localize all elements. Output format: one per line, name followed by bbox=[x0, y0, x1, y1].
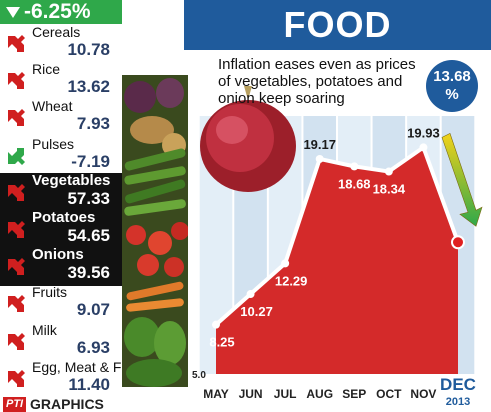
category-row: Milk 6.93 bbox=[0, 322, 122, 361]
data-point bbox=[451, 235, 465, 250]
x-tick-label: JUN bbox=[239, 387, 263, 401]
data-label: 19.93 bbox=[407, 125, 440, 140]
series-line bbox=[214, 145, 460, 327]
category-value: 6.93 bbox=[76, 337, 110, 357]
data-point bbox=[246, 290, 255, 299]
chart-title: FOOD INFLATION bbox=[238, 4, 437, 87]
y-tick-label: 5.0 bbox=[192, 370, 206, 381]
headline-change-badge: -6.25% bbox=[0, 0, 122, 24]
series-area bbox=[216, 147, 458, 374]
category-name: Egg, Meat & Fish bbox=[32, 358, 140, 375]
data-point bbox=[212, 320, 220, 329]
credit-label: GRAPHICS bbox=[30, 396, 104, 412]
category-name: Fruits bbox=[32, 284, 67, 301]
callout-unit: % bbox=[445, 86, 459, 103]
category-name: Cereals bbox=[32, 24, 81, 40]
category-row: Pulses -7.19 bbox=[0, 136, 122, 175]
data-label: 18.68 bbox=[338, 176, 371, 191]
category-row: Cereals 10.78 bbox=[0, 24, 122, 63]
data-point bbox=[315, 154, 324, 163]
category-value: 9.07 bbox=[76, 300, 110, 320]
category-row: Rice 13.62 bbox=[0, 61, 122, 100]
down-triangle-icon bbox=[6, 7, 20, 18]
category-value: 10.78 bbox=[67, 40, 110, 59]
data-label: 19.17 bbox=[303, 137, 336, 152]
trend-up-arrow-icon bbox=[8, 295, 25, 313]
category-row: Egg, Meat & Fish 11.40 bbox=[0, 359, 139, 398]
callout-value: 13.68 bbox=[433, 68, 471, 85]
data-label: 8.25 bbox=[209, 335, 234, 350]
data-label: 10.27 bbox=[240, 304, 273, 319]
category-name: Vegetables bbox=[32, 171, 111, 189]
data-point bbox=[419, 143, 428, 152]
agency-logo: PTI bbox=[3, 397, 27, 412]
x-tick-label: SEP bbox=[342, 387, 366, 401]
data-point bbox=[350, 162, 359, 171]
data-point bbox=[281, 259, 290, 268]
category-name: Pulses bbox=[32, 135, 75, 152]
category-panel: -6.25% Cereals 10.78 Rice 13.62 Wheat 7.93 Pul… bbox=[0, 0, 139, 412]
category-value: 7.93 bbox=[76, 114, 110, 134]
x-tick-label: NOV bbox=[410, 387, 436, 401]
category-value: 11.40 bbox=[68, 374, 110, 394]
category-name: Rice bbox=[32, 61, 61, 78]
trend-up-arrow-icon bbox=[8, 369, 25, 387]
category-row: Fruits 9.07 bbox=[0, 284, 122, 323]
trend-up-arrow-icon bbox=[8, 332, 25, 350]
trend-up-arrow-icon bbox=[8, 258, 25, 276]
trend-down-arrow-icon bbox=[8, 147, 25, 165]
trend-up-arrow-icon bbox=[8, 109, 25, 127]
x-tick-label: OCT bbox=[376, 387, 402, 401]
category-name: Onions bbox=[32, 246, 84, 264]
category-row: Vegetables 57.33 bbox=[0, 171, 122, 212]
chart-subtitle: Inflation eases even as prices of vegeta… bbox=[218, 56, 416, 107]
title-band: FOOD INFLATION bbox=[184, 0, 491, 87]
x-tick-label: AUG bbox=[306, 387, 333, 401]
vegetables-illustration bbox=[122, 75, 188, 387]
category-name: Potatoes bbox=[32, 209, 96, 226]
category-row: Onions 39.56 bbox=[0, 246, 122, 287]
category-value: 54.65 bbox=[67, 226, 110, 245]
x-tick-label: DEC bbox=[440, 375, 476, 394]
x-tick-label: MAY bbox=[203, 387, 229, 401]
category-name: Milk bbox=[32, 321, 57, 338]
data-point bbox=[384, 167, 393, 176]
inflation-area-chart: 8.25 10.27 12.29 19.17 18.68 18.34 19.93 MAY JUN… bbox=[192, 86, 483, 408]
category-value: -7.19 bbox=[71, 151, 110, 171]
trend-down-arrow-icon bbox=[441, 132, 483, 227]
category-row: Potatoes 54.65 bbox=[0, 210, 122, 249]
headline-change-value: -6.25% bbox=[24, 0, 91, 23]
trend-up-arrow-icon bbox=[8, 72, 25, 90]
data-label: 18.34 bbox=[373, 182, 406, 197]
trend-up-arrow-icon bbox=[8, 221, 25, 238]
category-value: 39.56 bbox=[67, 263, 110, 283]
category-value: 57.33 bbox=[67, 188, 110, 208]
category-name: Wheat bbox=[32, 98, 73, 115]
category-value: 13.62 bbox=[67, 77, 110, 97]
credit-footer: PTI GRAPHICS bbox=[0, 397, 122, 412]
trend-up-arrow-icon bbox=[8, 183, 25, 201]
dec-value-callout: 13.68 % bbox=[426, 60, 478, 112]
category-row: Wheat 7.93 bbox=[0, 98, 122, 137]
trend-up-arrow-icon bbox=[8, 35, 25, 52]
year-label: 2013 bbox=[446, 396, 470, 408]
onion-illustration bbox=[200, 86, 296, 192]
data-label: 12.29 bbox=[275, 273, 308, 288]
x-tick-label: JUL bbox=[274, 387, 297, 401]
